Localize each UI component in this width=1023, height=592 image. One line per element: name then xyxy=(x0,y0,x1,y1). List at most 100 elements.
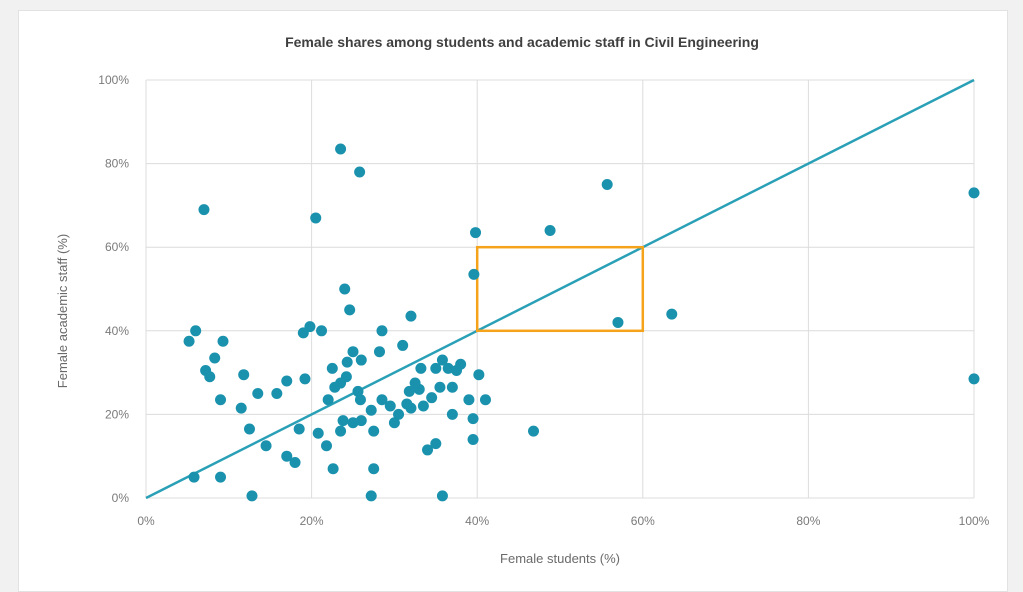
data-point xyxy=(271,388,283,399)
data-point xyxy=(198,204,210,216)
data-point xyxy=(238,369,250,381)
data-point xyxy=(430,362,442,374)
data-point xyxy=(376,394,388,406)
data-point xyxy=(479,394,491,406)
data-point xyxy=(413,383,425,395)
data-point xyxy=(601,179,613,190)
data-point xyxy=(260,440,272,452)
data-point xyxy=(403,385,415,397)
data-point xyxy=(368,425,380,437)
data-point xyxy=(373,346,385,358)
data-point xyxy=(347,417,359,429)
data-point xyxy=(293,423,305,435)
data-point xyxy=(417,400,429,412)
highlight-box xyxy=(475,245,645,333)
data-points xyxy=(183,143,980,502)
data-point xyxy=(327,463,339,475)
data-point xyxy=(340,371,352,383)
x-tick-label: 20% xyxy=(300,514,324,528)
diagonal-parity-line xyxy=(145,78,975,500)
x-tick-labels: 0% 20% 40% 60% 80% 100% xyxy=(137,514,989,528)
data-point xyxy=(244,423,255,435)
data-point xyxy=(335,143,347,155)
data-point xyxy=(355,415,367,427)
y-tick-labels: 0% 20% 40% 60% 80% 100% xyxy=(98,73,129,505)
chart-card: Female shares among students and academi… xyxy=(18,10,1008,592)
x-tick-label: 100% xyxy=(959,514,990,528)
data-point xyxy=(446,408,458,420)
data-point xyxy=(316,325,328,337)
data-point xyxy=(335,425,347,437)
data-point xyxy=(405,402,417,414)
data-point xyxy=(215,471,227,483)
data-point xyxy=(347,346,359,358)
data-point xyxy=(312,427,324,439)
data-point xyxy=(304,321,316,333)
data-point xyxy=(215,394,227,406)
data-point xyxy=(405,310,417,322)
data-point xyxy=(666,308,678,320)
x-tick-label: 40% xyxy=(465,514,489,528)
data-point xyxy=(252,388,264,399)
data-point xyxy=(422,444,434,456)
data-point xyxy=(434,381,446,393)
x-tick-label: 0% xyxy=(137,514,155,528)
y-tick-label: 20% xyxy=(105,407,129,421)
y-tick-label: 60% xyxy=(105,240,129,254)
data-point xyxy=(384,400,396,412)
data-point xyxy=(446,381,458,393)
data-point xyxy=(368,463,380,475)
data-point xyxy=(355,354,367,366)
data-point xyxy=(289,456,301,468)
data-point xyxy=(544,224,556,236)
y-tick-label: 100% xyxy=(98,73,129,87)
y-tick-label: 0% xyxy=(112,491,130,505)
y-axis-label: Female academic staff (%) xyxy=(55,234,70,388)
data-point xyxy=(442,362,454,374)
y-tick-label: 40% xyxy=(105,324,129,338)
data-point xyxy=(430,438,442,450)
data-point xyxy=(299,373,311,385)
data-point xyxy=(209,352,221,364)
data-point xyxy=(326,362,338,374)
highlight-box-layer xyxy=(475,245,645,333)
data-point xyxy=(352,385,364,397)
data-point xyxy=(470,227,482,239)
data-point xyxy=(473,369,485,381)
data-point xyxy=(321,440,333,452)
data-point xyxy=(463,394,475,406)
data-point xyxy=(204,371,216,383)
data-point xyxy=(183,335,195,347)
data-point xyxy=(468,268,480,280)
data-point xyxy=(415,362,427,374)
data-point xyxy=(235,402,247,414)
data-point xyxy=(426,392,438,404)
data-point xyxy=(354,166,366,178)
data-point xyxy=(310,212,322,224)
data-point xyxy=(467,413,479,425)
x-tick-label: 80% xyxy=(796,514,820,528)
data-point xyxy=(612,316,624,328)
data-point xyxy=(188,471,200,483)
data-point xyxy=(281,450,293,462)
data-point xyxy=(376,325,388,337)
data-point xyxy=(528,425,540,437)
x-axis-label: Female students (%) xyxy=(500,551,620,566)
chart-title: Female shares among students and academi… xyxy=(285,34,759,50)
data-point xyxy=(344,304,356,316)
data-point xyxy=(393,408,405,420)
data-point xyxy=(339,283,351,295)
data-point xyxy=(281,375,293,387)
data-point xyxy=(436,490,448,502)
scatter-chart: Female shares among students and academi… xyxy=(55,34,990,566)
data-point xyxy=(436,354,448,366)
data-point xyxy=(246,490,258,502)
data-point xyxy=(322,394,334,406)
data-point xyxy=(388,417,400,429)
y-tick-label: 80% xyxy=(105,157,129,171)
data-point xyxy=(190,325,202,337)
reference-line-layer xyxy=(145,78,975,500)
data-point xyxy=(354,394,366,406)
data-point xyxy=(455,358,467,370)
data-point xyxy=(337,415,349,427)
